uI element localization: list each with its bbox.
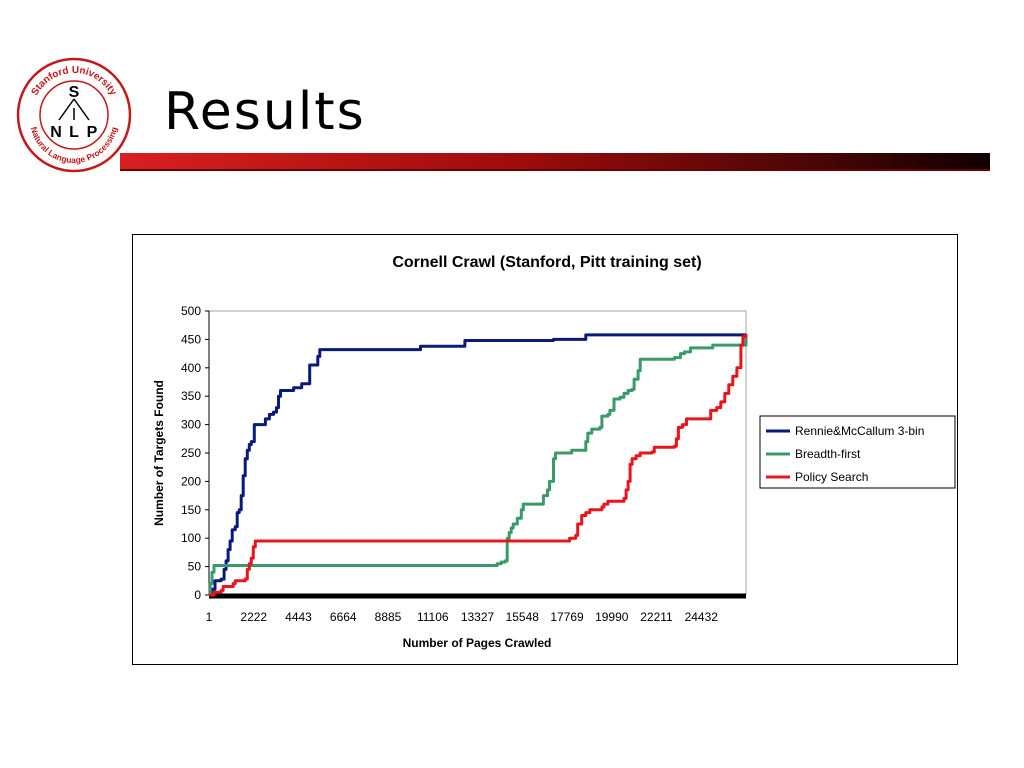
y-tick-label: 50	[188, 560, 202, 574]
y-tick-label: 200	[181, 474, 201, 488]
x-axis-label: Number of Pages Crawled	[403, 636, 552, 650]
legend-box	[759, 415, 956, 489]
y-tick-label: 350	[181, 389, 201, 403]
title-underline-bar	[120, 153, 990, 171]
y-axis-label: Number of Targets Found	[152, 380, 166, 526]
plot-area	[208, 310, 747, 596]
x-tick-label: 13327	[461, 610, 495, 624]
y-tick-label: 150	[181, 503, 201, 517]
x-tick-label: 1	[206, 610, 213, 624]
x-tick-label: 24432	[685, 610, 719, 624]
series-line-policy-search	[209, 333, 748, 597]
y-tick-label: 250	[181, 446, 201, 460]
y-tick-label: 400	[181, 361, 201, 375]
x-tick-label: 19990	[595, 610, 629, 624]
x-tick-label: 17769	[550, 610, 584, 624]
y-axis: 0 50 100 150 200 250 300 350 400 450 500	[181, 304, 210, 602]
series-line-breadth-first	[208, 334, 748, 597]
legend-label: Policy Search	[795, 470, 868, 484]
series-layer	[208, 333, 748, 597]
legend-label: Breadth-first	[795, 447, 861, 461]
logo-letter-n: N	[50, 124, 62, 141]
x-tick-label: 11106	[417, 610, 449, 624]
x-tick-label: 4443	[285, 610, 312, 624]
logo-letter-l: L	[69, 124, 79, 141]
series-line-rennie-mccallum-3-bin	[209, 333, 746, 597]
y-tick-label: 100	[181, 531, 201, 545]
x-tick-label: 2222	[240, 610, 267, 624]
chart: Cornell Crawl (Stanford, Pitt training s…	[152, 254, 956, 650]
chart-title: Cornell Crawl (Stanford, Pitt training s…	[392, 254, 701, 271]
slide-title: Results	[164, 82, 366, 142]
legend: Rennie&McCallum 3-bin Breadth-first Policy…	[759, 415, 956, 489]
logo-letter-s: S	[69, 84, 80, 101]
logo-letter-p: P	[87, 124, 98, 141]
x-tick-label: 22211	[640, 610, 673, 624]
y-tick-label: 500	[181, 304, 201, 318]
x-tick-label: 6664	[330, 610, 357, 624]
x-axis: 1 2222 4443 6664 8885 11106 13327 15548 17769 199…	[206, 593, 746, 624]
title-underline-shadow	[120, 169, 990, 171]
y-tick-label: 450	[181, 332, 201, 346]
y-tick-label: 0	[194, 588, 201, 602]
x-tick-label: 15548	[506, 610, 540, 624]
stanford-nlp-logo: Stanford University Natural Language Pro…	[16, 57, 132, 173]
x-tick-label: 8885	[375, 610, 402, 624]
legend-label: Rennie&McCallum 3-bin	[795, 424, 924, 438]
y-tick-label: 300	[181, 418, 201, 432]
chart-frame: Cornell Crawl (Stanford, Pitt training s…	[132, 234, 958, 665]
